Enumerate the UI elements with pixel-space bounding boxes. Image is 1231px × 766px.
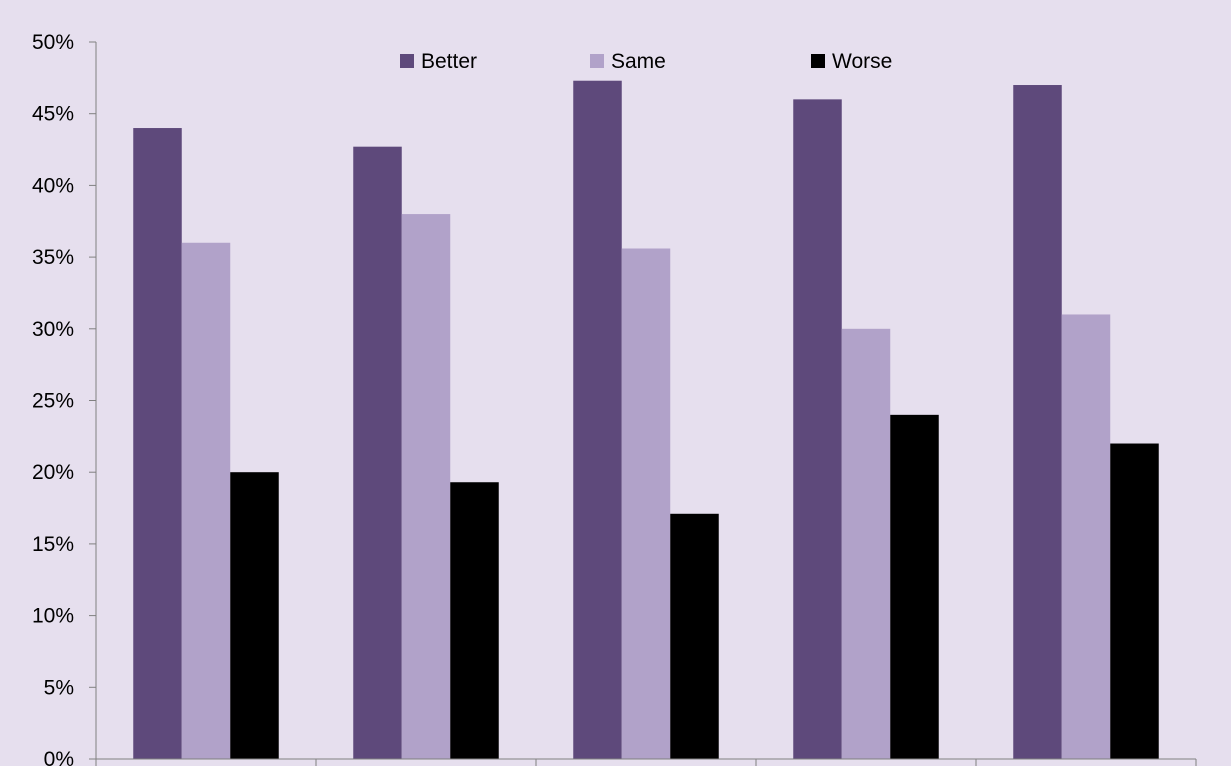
y-tick-label: 10% [32,605,74,628]
legend-label-better: Better [421,50,477,73]
bar-worse-1 [230,472,279,759]
bar-better-4 [793,99,842,760]
bar-better-2 [353,146,402,759]
y-tick-label: 45% [32,103,74,126]
legend-swatch-better [400,54,414,68]
bar-worse-3 [670,513,719,759]
y-tick-label: 30% [32,318,74,341]
y-tick-label: 35% [32,246,74,269]
legend-swatch-same [590,54,604,68]
bar-same-4 [841,328,891,759]
legend: Better Same Worse [400,50,892,73]
bar-same-3 [621,248,671,759]
bar-better-1 [133,128,182,760]
bar-same-2 [401,214,451,759]
bar-worse-5 [1110,443,1159,759]
y-tick-label: 5% [44,676,74,699]
y-axis-ticks: 0% 5% 10% 15% 20% 25% 30% 35% 40% 45% 50% [32,31,96,766]
legend-label-worse: Worse [832,50,892,73]
bar-worse-2 [450,482,499,759]
bar-better-3 [573,80,622,759]
y-tick-label: 0% [44,748,74,766]
y-tick-label: 40% [32,174,74,197]
bar-better-5 [1013,85,1062,759]
legend-swatch-worse [811,54,825,68]
bar-worse-4 [890,414,939,759]
y-tick-label: 25% [32,390,74,413]
legend-label-same: Same [611,50,666,73]
bars [133,80,1159,760]
bar-same-1 [181,242,231,759]
y-tick-label: 50% [32,31,74,54]
y-tick-label: 15% [32,533,74,556]
bar-same-5 [1061,314,1111,759]
axes [95,42,1197,766]
y-tick-label: 20% [32,461,74,484]
